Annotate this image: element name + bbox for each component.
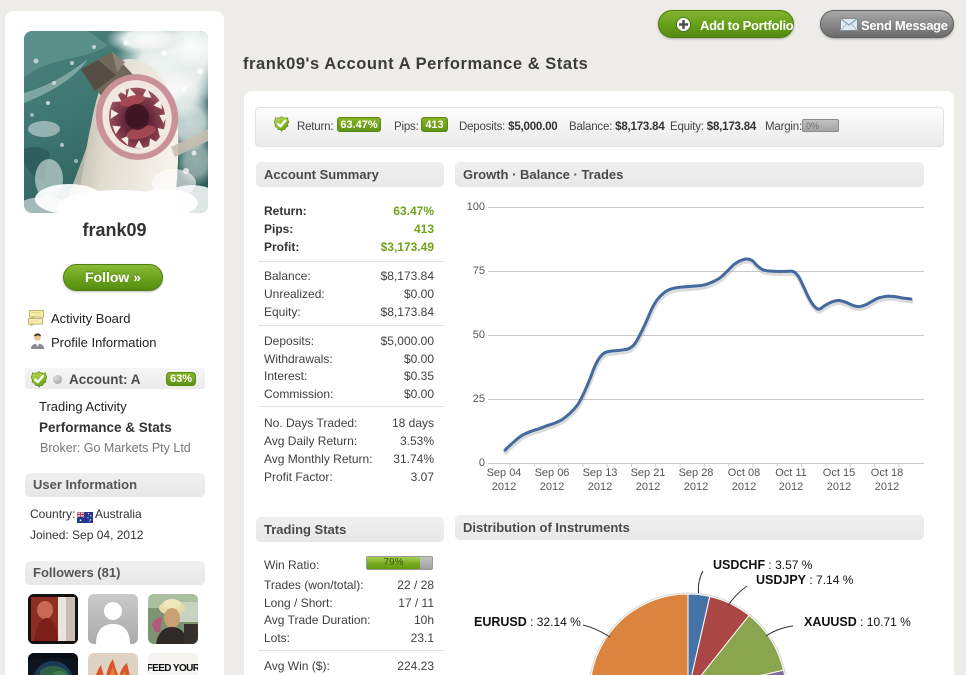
svg-text:FEED YOUR: FEED YOUR [148,663,198,674]
